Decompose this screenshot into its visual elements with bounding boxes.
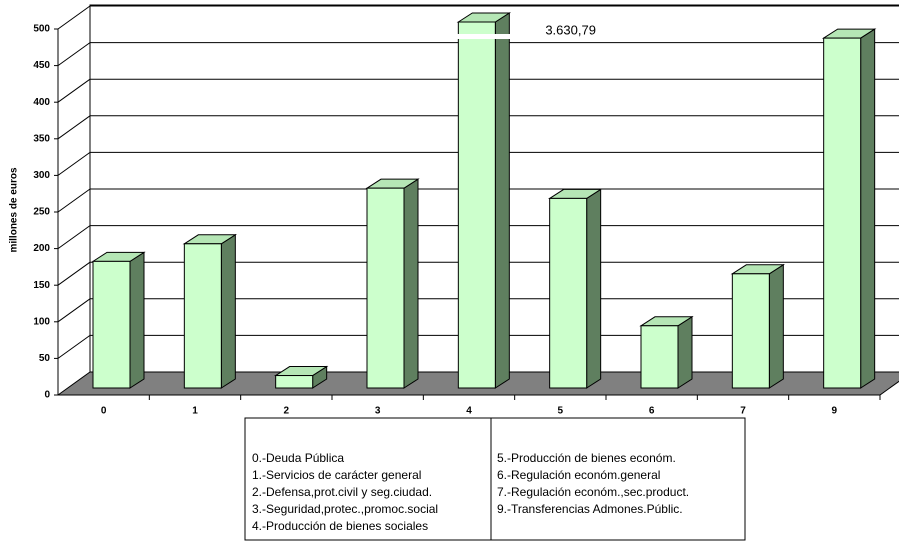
x-tick-label: 0 [101,406,107,417]
bar-side [677,315,693,389]
grid-line [57,115,91,140]
bar-side [860,28,876,389]
legend-entry: 2.-Defensa,prot.civil y seg.ciudad. [252,485,432,499]
grid-line [57,225,91,250]
grid-line [57,334,91,359]
bar [823,37,862,389]
bar-break [456,34,512,39]
legend-entry: 7.-Regulación económ.,sec.product. [497,485,689,499]
legend-entry: 5.-Producción de bienes económ. [497,451,676,465]
legend-entry: 1.-Servicios de carácter general [252,468,421,482]
bar [92,260,131,389]
grid-line [57,78,91,103]
y-tick-label: 100 [33,316,50,327]
bar-side [768,263,784,389]
x-tick-label: 1 [192,406,198,417]
bar-side [129,251,145,389]
bar-side [403,178,419,389]
y-tick-label: 0 [44,390,50,401]
x-tick-label: 6 [649,406,655,417]
legend-entry: 9.-Transferencias Admones.Públic. [497,502,683,516]
legend-box [244,417,746,541]
x-tick-label: 2 [284,406,290,417]
legend-entry: 4.-Producción de bienes sociales [252,519,428,533]
legend-entry: 6.-Regulación económ.general [497,468,660,482]
bar [275,375,314,389]
bar-side [220,233,236,389]
bar [183,243,222,389]
grid-line [57,5,91,30]
x-tick-label: 9 [832,406,838,417]
y-tick-label: 350 [33,133,50,144]
y-tick-label: 300 [33,170,50,181]
y-tick-label: 50 [39,353,51,364]
grid-line [57,298,91,323]
bar [457,21,496,389]
x-tick-label: 5 [558,406,564,417]
bar-side [586,188,602,389]
x-tick-label: 3 [375,406,381,417]
y-tick-label: 150 [33,280,50,291]
bar [640,325,679,389]
bar [549,197,588,389]
grid-line [57,42,91,67]
y-axis-label: millones de euros [9,167,20,252]
y-tick-label: 400 [33,97,50,108]
y-tick-label: 500 [33,24,50,35]
grid-line [57,151,91,176]
legend-entry: 3.-Seguridad,protec.,promoc.social [252,502,438,516]
y-tick-label: 200 [33,243,50,254]
y-tick-label: 250 [33,207,50,218]
data-label: 3.630,79 [545,22,596,37]
grid-line [57,261,91,286]
bar [366,187,405,389]
legend-entry: 0.-Deuda Pública [252,451,344,465]
bar [731,273,770,389]
bar-side [494,12,510,389]
x-tick-label: 7 [740,406,746,417]
x-tick-label: 4 [466,406,472,417]
y-tick-label: 450 [33,60,50,71]
grid-line [57,188,91,213]
